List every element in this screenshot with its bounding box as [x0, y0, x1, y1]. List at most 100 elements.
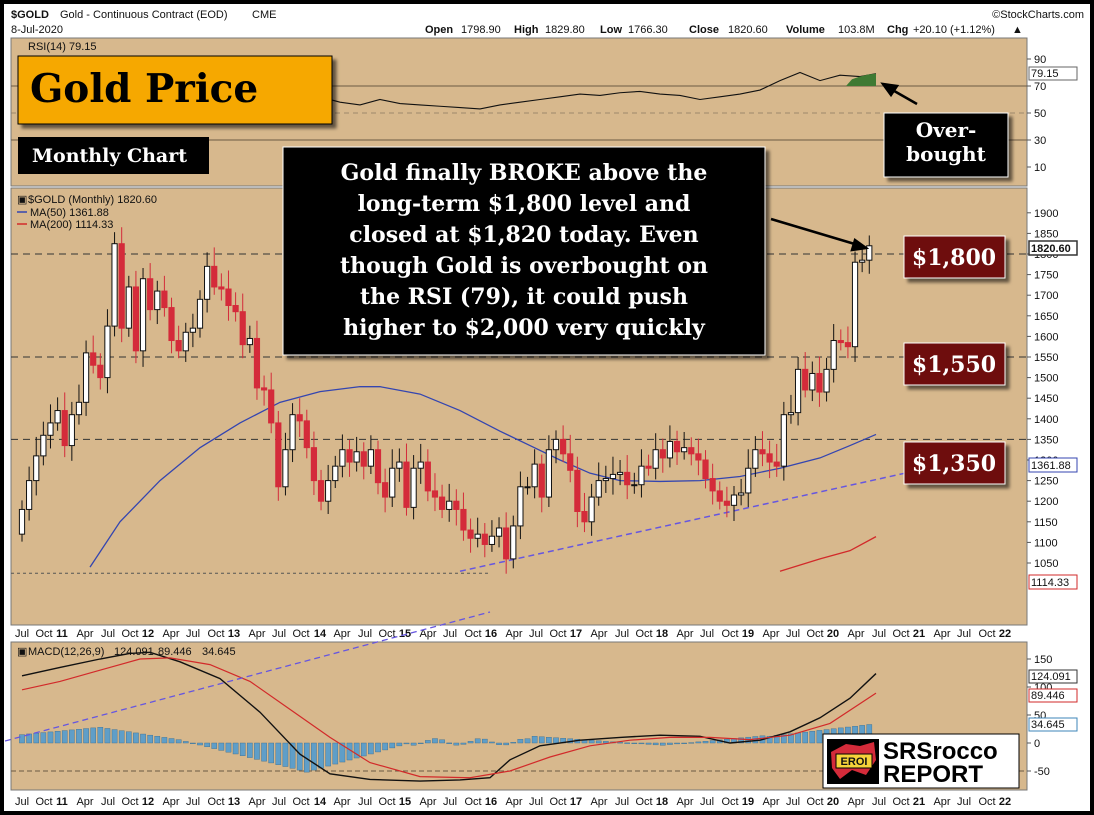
- candle-body: [616, 471, 624, 475]
- candle-body: [638, 465, 645, 486]
- level-box-1550: $1,550: [903, 342, 1006, 386]
- candle-body: [303, 420, 310, 449]
- candle-body: [260, 387, 268, 391]
- time-tick-label: Apr: [248, 628, 265, 640]
- macd-histogram-bar: [403, 742, 410, 745]
- macd-histogram-bar: [467, 741, 474, 744]
- candle-body: [431, 490, 439, 498]
- candle-body: [645, 465, 652, 469]
- time-tick-label: Jul: [786, 628, 800, 640]
- rsi-legend: RSI(14) 79.15: [28, 41, 96, 53]
- hist-value: 34.645: [1031, 719, 1065, 731]
- macd-histogram-bar: [90, 727, 96, 744]
- candle-body: [296, 414, 303, 422]
- macd-legend-signal: 89.446: [158, 646, 192, 658]
- ma200-line: [779, 536, 877, 572]
- macd-histogram-bar: [353, 742, 360, 759]
- hist-value-box: [1028, 717, 1078, 732]
- macd-histogram-bar: [161, 737, 168, 744]
- candle-body: [602, 478, 609, 482]
- candle-body: [467, 529, 474, 539]
- macd-histogram-bar: [460, 742, 467, 745]
- macd-histogram-bar: [368, 742, 374, 755]
- macd-histogram-bar: [674, 742, 680, 745]
- price-tick-label: 1100: [1034, 537, 1058, 549]
- time-tick-label: Jul: [186, 628, 200, 640]
- overbought-line1: Over-: [916, 118, 977, 142]
- price-tick-label: 1750: [1034, 270, 1058, 282]
- candle-body: [90, 352, 97, 366]
- candle-body: [246, 337, 253, 346]
- macd-histogram-bar: [517, 739, 524, 744]
- price-tick-label: 1450: [1034, 393, 1058, 405]
- candle-body: [688, 447, 695, 455]
- macd-histogram-bar: [482, 738, 488, 744]
- ma50-legend: MA(50) 1361.88: [30, 207, 109, 219]
- candle-body: [659, 449, 666, 459]
- candle-body: [866, 245, 873, 261]
- candle-body: [82, 352, 90, 403]
- moving-averages: [89, 386, 906, 572]
- candle-body: [68, 414, 75, 447]
- time-tick-label: Jul: [358, 796, 372, 808]
- time-tick-label: Oct: [121, 796, 138, 808]
- macd-histogram-bar: [695, 741, 702, 744]
- candle-body: [61, 410, 68, 447]
- candle-body: [204, 265, 211, 300]
- candle-body: [474, 533, 481, 539]
- macd-histogram-bar: [232, 742, 239, 755]
- candle-body: [730, 494, 738, 506]
- candle-body: [488, 535, 496, 545]
- ma50-value-box: [1028, 457, 1078, 473]
- macd-histogram-bar: [667, 742, 673, 745]
- candle-body: [47, 422, 54, 436]
- macd-histogram-bar: [524, 738, 531, 744]
- candle-body: [503, 527, 510, 560]
- exchange-label: CME: [252, 9, 276, 21]
- candle-body: [787, 412, 795, 416]
- candle-body: [517, 486, 524, 527]
- time-tick-label: Oct: [635, 628, 652, 640]
- time-tick-label: 11: [56, 796, 68, 808]
- candle-body: [624, 471, 631, 486]
- time-tick-label: Oct: [378, 628, 395, 640]
- macd-legend-main: MACD(12,26,9): [28, 646, 104, 658]
- ma200-value: 1114.33: [1031, 577, 1069, 589]
- macd-histogram-bar: [709, 740, 716, 744]
- macd-histogram-bar: [54, 731, 61, 744]
- macd-histogram-bar: [204, 742, 210, 748]
- breakout-arrow: [770, 217, 870, 252]
- macd-histogram-bar: [76, 729, 82, 744]
- candle-body: [844, 342, 852, 348]
- macd-histogram-bar: [83, 728, 89, 744]
- macd-histogram-bar: [225, 742, 232, 753]
- time-tick-label: Jul: [15, 628, 29, 640]
- candle-body: [325, 480, 332, 502]
- price-legend-main: $GOLD (Monthly) 1820.60: [28, 194, 157, 206]
- rsi-tick-label: 70: [1034, 81, 1046, 93]
- time-tick-label: Oct: [892, 628, 909, 640]
- candle-body: [168, 307, 175, 342]
- macd-histogram-bar: [61, 730, 68, 744]
- candle-body: [410, 467, 417, 508]
- candle-body: [673, 440, 681, 453]
- candle-body: [802, 368, 809, 391]
- macd-value-box: [1028, 669, 1078, 684]
- candle-body: [794, 368, 802, 414]
- price-tick-label: 1050: [1034, 558, 1058, 570]
- rsi-line: [239, 71, 877, 110]
- time-tick-label: 20: [827, 796, 839, 808]
- time-tick-label: Apr: [162, 628, 179, 640]
- candle-body: [738, 492, 745, 496]
- candle-body: [132, 286, 140, 352]
- macd-histogram-bar: [425, 740, 431, 744]
- macd-histogram-bar: [147, 734, 153, 744]
- macd-histogram-bar: [33, 733, 40, 744]
- time-tick-label: 21: [913, 796, 925, 808]
- macd-histogram-bar: [503, 742, 509, 746]
- macd-histogram-bar: [439, 739, 445, 744]
- macd-histogram-bar: [190, 742, 196, 745]
- macd-histogram-bar: [553, 737, 559, 744]
- candle-body: [695, 453, 702, 461]
- candle-body: [97, 364, 104, 379]
